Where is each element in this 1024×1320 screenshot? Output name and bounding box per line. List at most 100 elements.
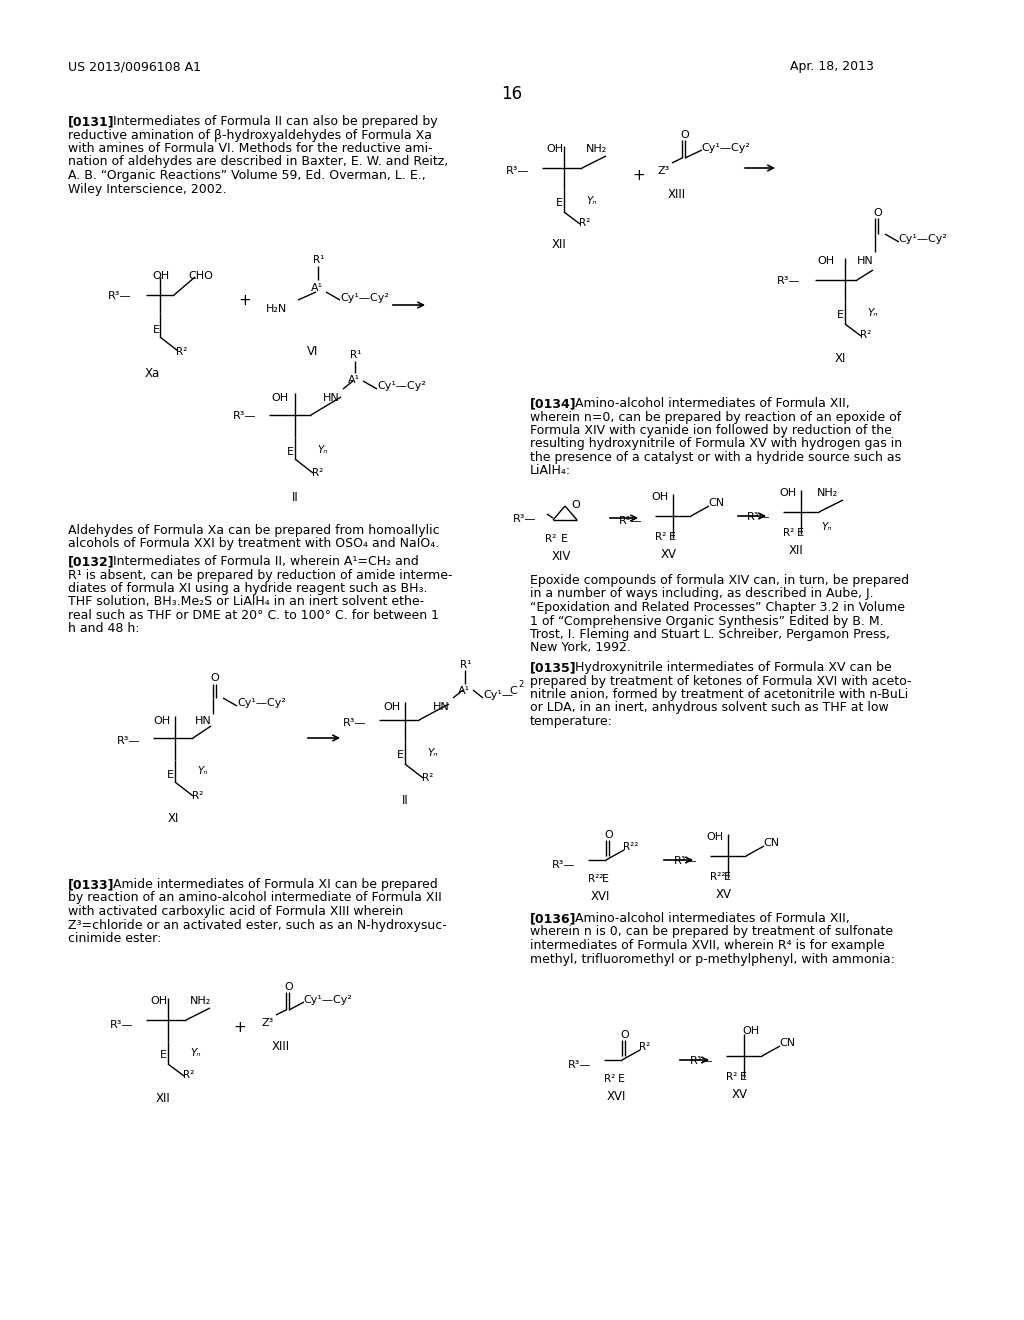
Text: OH: OH <box>152 271 169 281</box>
Text: R²: R² <box>579 218 590 228</box>
Text: New York, 1992.: New York, 1992. <box>530 642 631 655</box>
Text: cinimide ester:: cinimide ester: <box>68 932 161 945</box>
Text: OH: OH <box>817 256 835 267</box>
Text: R²: R² <box>655 532 667 543</box>
Text: intermediates of Formula XVII, wherein R⁴ is for example: intermediates of Formula XVII, wherein R… <box>530 939 885 952</box>
Text: E: E <box>287 447 294 457</box>
Text: R²: R² <box>639 1041 650 1052</box>
Text: R¹: R¹ <box>350 350 361 360</box>
Text: E: E <box>556 198 563 209</box>
Text: by reaction of an amino-alcohol intermediate of Formula XII: by reaction of an amino-alcohol intermed… <box>68 891 441 904</box>
Text: CN: CN <box>763 838 779 847</box>
Text: R¹ is absent, can be prepared by reduction of amide interme-: R¹ is absent, can be prepared by reducti… <box>68 569 453 582</box>
Text: OH: OH <box>651 492 668 502</box>
Text: in a number of ways including, as described in Aube, J.: in a number of ways including, as descri… <box>530 587 873 601</box>
Text: A. B. “Organic Reactions” Volume 59, Ed. Overman, L. E.,: A. B. “Organic Reactions” Volume 59, Ed.… <box>68 169 426 182</box>
Text: R²: R² <box>422 774 433 783</box>
Text: prepared by treatment of ketones of Formula XVI with aceto-: prepared by treatment of ketones of Form… <box>530 675 911 688</box>
Text: Amino-alcohol intermediates of Formula XII,: Amino-alcohol intermediates of Formula X… <box>575 397 850 411</box>
Text: OH: OH <box>150 997 167 1006</box>
Text: LiAlH₄:: LiAlH₄: <box>530 465 571 478</box>
Text: Yₙ: Yₙ <box>821 521 831 532</box>
Text: E: E <box>669 532 676 543</box>
Text: Z³=chloride or an activated ester, such as an N-hydroxysuc-: Z³=chloride or an activated ester, such … <box>68 919 446 932</box>
Text: R²: R² <box>183 1071 195 1080</box>
Text: [0132]: [0132] <box>68 554 115 568</box>
Text: or LDA, in an inert, anhydrous solvent such as THF at low: or LDA, in an inert, anhydrous solvent s… <box>530 701 889 714</box>
Text: Cy¹—Cy²: Cy¹—Cy² <box>701 143 750 153</box>
Text: Cy¹—Cy²: Cy¹—Cy² <box>898 234 947 244</box>
Text: h and 48 h:: h and 48 h: <box>68 623 139 635</box>
Text: NH₂: NH₂ <box>817 488 839 498</box>
Text: II: II <box>292 491 298 504</box>
Text: Yₙ: Yₙ <box>427 748 437 758</box>
Text: R²: R² <box>545 535 556 544</box>
Text: R³—: R³— <box>233 411 256 421</box>
Text: R³—: R³— <box>674 855 697 866</box>
Text: R²²: R²² <box>710 873 725 882</box>
Text: XIV: XIV <box>551 550 570 564</box>
Text: E: E <box>153 325 160 335</box>
Text: O: O <box>571 500 580 510</box>
Text: R²: R² <box>604 1074 615 1084</box>
Text: Intermediates of Formula II, wherein A¹=CH₂ and: Intermediates of Formula II, wherein A¹=… <box>113 554 419 568</box>
Text: with activated carboxylic acid of Formula XIII wherein: with activated carboxylic acid of Formul… <box>68 906 403 917</box>
Text: O: O <box>284 982 293 993</box>
Text: Aldehydes of Formula Xa can be prepared from homoallylic: Aldehydes of Formula Xa can be prepared … <box>68 524 439 537</box>
Text: XI: XI <box>835 352 846 366</box>
Text: CN: CN <box>708 498 724 508</box>
Text: [0134]: [0134] <box>530 397 577 411</box>
Text: R²: R² <box>726 1072 737 1082</box>
Text: XV: XV <box>662 548 677 561</box>
Text: XV: XV <box>732 1088 748 1101</box>
Text: Amide intermediates of Formula XI can be prepared: Amide intermediates of Formula XI can be… <box>113 878 437 891</box>
Text: Formula XIV with cyanide ion followed by reduction of the: Formula XIV with cyanide ion followed by… <box>530 424 892 437</box>
Text: Yₙ: Yₙ <box>586 195 597 206</box>
Text: CHO: CHO <box>188 271 213 281</box>
Text: R²: R² <box>193 791 203 801</box>
Text: Intermediates of Formula II can also be prepared by: Intermediates of Formula II can also be … <box>113 115 437 128</box>
Text: XII: XII <box>552 238 566 251</box>
Text: VI: VI <box>307 345 318 358</box>
Text: R³—: R³— <box>343 718 367 729</box>
Text: OH: OH <box>153 715 170 726</box>
Text: alcohols of Formula XXI by treatment with OSO₄ and NaIO₄.: alcohols of Formula XXI by treatment wit… <box>68 537 439 550</box>
Text: +: + <box>632 168 645 183</box>
Text: E: E <box>167 770 174 780</box>
Text: Cy¹—Cy²: Cy¹—Cy² <box>303 995 352 1005</box>
Text: R³—: R³— <box>513 513 537 524</box>
Text: Epoxide compounds of formula XIV can, in turn, be prepared: Epoxide compounds of formula XIV can, in… <box>530 574 909 587</box>
Text: R¹: R¹ <box>460 660 471 671</box>
Text: A¹: A¹ <box>311 282 324 293</box>
Text: XII: XII <box>156 1092 170 1105</box>
Text: HN: HN <box>323 393 340 403</box>
Text: +: + <box>233 1020 246 1035</box>
Text: methyl, trifluoromethyl or p-methylphenyl, with ammonia:: methyl, trifluoromethyl or p-methylpheny… <box>530 953 895 965</box>
Text: NH₂: NH₂ <box>190 997 211 1006</box>
Text: Z³: Z³ <box>658 166 671 176</box>
Text: Apr. 18, 2013: Apr. 18, 2013 <box>790 59 873 73</box>
Text: OH: OH <box>742 1026 759 1036</box>
Text: Yₙ: Yₙ <box>317 445 328 455</box>
Text: E: E <box>397 750 404 760</box>
Text: O: O <box>680 129 689 140</box>
Text: R²²: R²² <box>623 842 638 851</box>
Text: R²: R² <box>860 330 871 341</box>
Text: Yₙ: Yₙ <box>867 308 878 318</box>
Text: 2: 2 <box>518 680 523 689</box>
Text: R³—: R³— <box>110 1020 133 1030</box>
Text: Hydroxynitrile intermediates of Formula XV can be: Hydroxynitrile intermediates of Formula … <box>575 661 892 675</box>
Text: R³—: R³— <box>108 290 131 301</box>
Text: E: E <box>740 1072 746 1082</box>
Text: Amino-alcohol intermediates of Formula XII,: Amino-alcohol intermediates of Formula X… <box>575 912 850 925</box>
Text: THF solution, BH₃.Me₂S or LiAlH₄ in an inert solvent ethe-: THF solution, BH₃.Me₂S or LiAlH₄ in an i… <box>68 595 424 609</box>
Text: Cy¹—: Cy¹— <box>483 690 513 700</box>
Text: E: E <box>561 535 568 544</box>
Text: R¹: R¹ <box>313 255 325 265</box>
Text: Xa: Xa <box>144 367 160 380</box>
Text: “Epoxidation and Related Processes” Chapter 3.2 in Volume: “Epoxidation and Related Processes” Chap… <box>530 601 905 614</box>
Text: OH: OH <box>383 702 400 711</box>
Text: Trost, I. Fleming and Stuart L. Schreiber, Pergamon Press,: Trost, I. Fleming and Stuart L. Schreibe… <box>530 628 890 642</box>
Text: Wiley Interscience, 2002.: Wiley Interscience, 2002. <box>68 182 226 195</box>
Text: HN: HN <box>857 256 873 267</box>
